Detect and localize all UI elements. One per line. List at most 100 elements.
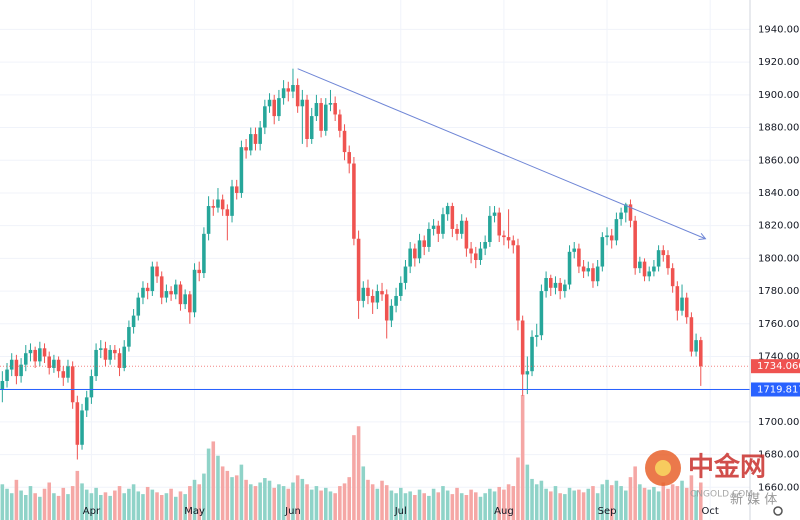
volume-bar (591, 486, 595, 520)
volume-bar (670, 484, 675, 520)
candle-body (431, 225, 436, 229)
candle-body (689, 317, 694, 352)
candle-body (150, 266, 155, 292)
candle-body (70, 366, 75, 403)
candle-body (530, 336, 534, 372)
volume-bar (56, 495, 61, 520)
candle-body (103, 348, 108, 360)
volume-bar (600, 484, 605, 520)
candle-body (286, 88, 291, 92)
candle-body (614, 219, 619, 241)
volume-bar (150, 489, 155, 520)
volume-bar (103, 492, 108, 520)
volume-bar (464, 495, 469, 520)
settings-icon[interactable] (773, 506, 783, 516)
volume-bar (305, 484, 309, 520)
volume-bar (577, 489, 581, 520)
volume-bar (192, 479, 197, 520)
volume-bar (174, 496, 178, 520)
volume-bar (628, 477, 633, 520)
volume-bar (314, 486, 319, 520)
candle-body (459, 220, 464, 234)
candle-body (272, 99, 276, 117)
volume-bar (216, 455, 220, 520)
y-tick-label: 1840.000 (758, 188, 800, 199)
volume-bar (455, 487, 459, 520)
volume-bar (413, 495, 417, 520)
volume-bar (141, 494, 145, 520)
candle-body (253, 134, 258, 144)
volume-bar (244, 479, 248, 520)
volume-bar (70, 486, 75, 520)
volume-bar (324, 487, 328, 520)
watermark-title: 中金网 (688, 452, 766, 483)
volume-bar (52, 493, 56, 520)
volume-bar (342, 483, 347, 520)
volume-bar (80, 483, 84, 520)
candle-body (450, 206, 455, 229)
x-tick-label: May (184, 506, 205, 517)
candle-body (352, 163, 356, 239)
candle-body (497, 212, 501, 236)
volume-bar (5, 488, 9, 520)
volume-bar (277, 484, 281, 520)
candle-body (478, 248, 483, 260)
grid (0, 0, 750, 520)
candle-body (338, 114, 342, 131)
volume-bar (544, 488, 548, 520)
y-tick-label: 1740.000 (758, 351, 800, 362)
candle-body (258, 127, 262, 144)
volume-bar (689, 475, 694, 520)
volume-bar (84, 489, 89, 520)
candle-body (56, 359, 61, 372)
candle-body (624, 204, 628, 213)
y-tick-label: 1700.000 (758, 417, 800, 428)
candle-body (164, 291, 169, 298)
x-tick-label: Oct (702, 506, 719, 517)
volume-bar (24, 495, 28, 520)
candle-body (28, 349, 33, 354)
volume-bar (549, 491, 553, 520)
volume-bar (516, 457, 520, 520)
candle-body (211, 206, 216, 208)
settings-icon[interactable] (773, 506, 783, 516)
volume-bar (638, 484, 642, 520)
candle-body (380, 291, 384, 295)
volume-bar (188, 486, 192, 520)
volume-bar (361, 466, 366, 520)
volume-bar (684, 487, 689, 520)
candle-body (108, 349, 112, 360)
candle-body (281, 88, 286, 99)
candle-body (202, 233, 206, 274)
candle-body (220, 199, 225, 210)
y-tick-label: 1780.000 (758, 286, 800, 297)
candles (0, 68, 703, 460)
candle-body (656, 250, 661, 267)
volume-bar (178, 491, 183, 520)
volume-bar (230, 477, 234, 520)
watermark-site: CNGOLD.COM (690, 490, 753, 500)
candle-body (52, 359, 56, 368)
volume-bar (145, 486, 150, 520)
candle-body (197, 269, 201, 274)
candle-body (384, 294, 389, 321)
volume-bar (666, 488, 670, 520)
volume-bar (399, 487, 403, 520)
volume-bar (113, 490, 117, 520)
volume-bar (234, 475, 239, 520)
volume-bar (647, 489, 651, 520)
candle-body (474, 253, 478, 260)
y-tick-label: 1880.000 (758, 123, 800, 134)
volume-bar (408, 491, 412, 520)
price-axis (750, 0, 800, 520)
volume-bar (258, 482, 262, 520)
volume-bar (281, 486, 286, 520)
candle-body (408, 248, 412, 267)
volume-bar (333, 493, 337, 520)
candle-body (192, 269, 197, 313)
volume-bar (249, 484, 253, 520)
candle-body (356, 238, 361, 301)
candle-body (403, 266, 408, 283)
candle-body (605, 235, 609, 238)
